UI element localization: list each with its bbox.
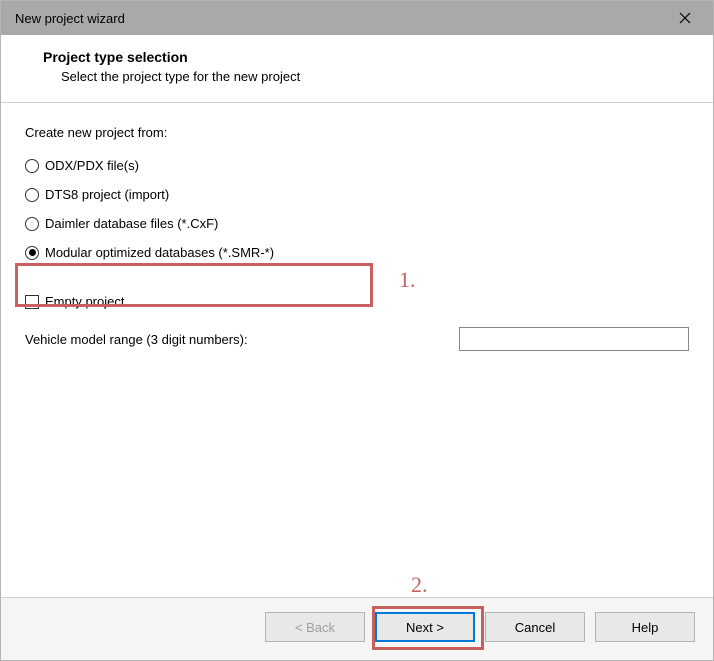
section-label: Create new project from: <box>25 125 689 140</box>
header-title: Project type selection <box>43 49 697 65</box>
radio-icon <box>25 159 39 173</box>
checkbox-label: Empty project <box>45 294 124 309</box>
checkbox-icon <box>25 295 39 309</box>
radio-daimler-cxf[interactable]: Daimler database files (*.CxF) <box>25 216 689 231</box>
radio-modular-smr[interactable]: Modular optimized databases (*.SMR-*) <box>25 245 689 260</box>
radio-icon <box>25 217 39 231</box>
checkbox-empty-project[interactable]: Empty project <box>25 294 689 309</box>
wizard-button-bar: 2. < Back Next > Cancel Help <box>1 597 713 660</box>
back-button[interactable]: < Back <box>265 612 365 642</box>
annotation-label-1: 1. <box>399 267 416 293</box>
radio-dts8-project[interactable]: DTS8 project (import) <box>25 187 689 202</box>
radio-odx-pdx[interactable]: ODX/PDX file(s) <box>25 158 689 173</box>
help-button[interactable]: Help <box>595 612 695 642</box>
vehicle-model-range-input[interactable] <box>459 327 689 351</box>
vehicle-model-range-label: Vehicle model range (3 digit numbers): <box>25 332 248 347</box>
titlebar: New project wizard <box>1 1 713 35</box>
radio-label: ODX/PDX file(s) <box>45 158 139 173</box>
radio-label: Daimler database files (*.CxF) <box>45 216 218 231</box>
header-subtitle: Select the project type for the new proj… <box>43 69 697 84</box>
window-title: New project wizard <box>15 11 125 26</box>
next-button[interactable]: Next > <box>375 612 475 642</box>
radio-label: Modular optimized databases (*.SMR-*) <box>45 245 274 260</box>
vehicle-model-range-row: Vehicle model range (3 digit numbers): <box>25 327 689 351</box>
cancel-button[interactable]: Cancel <box>485 612 585 642</box>
radio-icon <box>25 246 39 260</box>
close-icon[interactable] <box>665 1 705 35</box>
radio-icon <box>25 188 39 202</box>
wizard-header: Project type selection Select the projec… <box>1 35 713 103</box>
radio-label: DTS8 project (import) <box>45 187 169 202</box>
wizard-content: Create new project from: ODX/PDX file(s)… <box>1 103 713 597</box>
new-project-wizard-window: New project wizard Project type selectio… <box>0 0 714 661</box>
